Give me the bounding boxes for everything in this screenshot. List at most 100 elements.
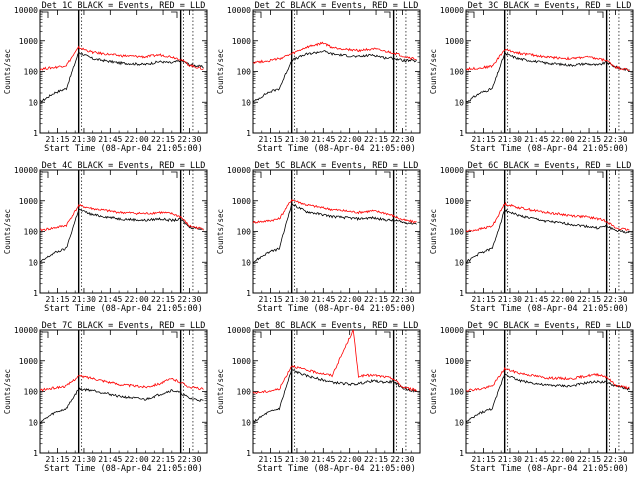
corner-marker [171, 331, 178, 338]
series-lld-line [465, 201, 630, 233]
y-tick-label: 10000 [227, 326, 251, 335]
x-tick-label: 22:00 [125, 455, 149, 464]
x-axis-label: Start Time (08-Apr-04 21:05:00) [257, 464, 416, 474]
x-tick-label: 22:00 [338, 295, 362, 304]
x-tick-label: 22:30 [603, 455, 627, 464]
corner-marker [597, 11, 604, 18]
x-axis-label: Start Time (08-Apr-04 21:05:00) [470, 144, 629, 154]
y-tick-label: 1000 [19, 197, 38, 206]
x-tick-label: 22:30 [177, 295, 201, 304]
y-axis-label: Counts/sec [216, 369, 225, 414]
corner-marker [468, 171, 475, 178]
series-events-line [252, 368, 417, 424]
y-tick-label: 1 [459, 449, 464, 458]
x-tick-label: 22:30 [603, 135, 627, 144]
x-tick-label: 22:15 [577, 455, 601, 464]
y-tick-label: 1000 [445, 357, 464, 366]
x-tick-label: 22:00 [125, 135, 149, 144]
x-tick-label: 21:15 [259, 455, 283, 464]
plot-frame [465, 329, 634, 454]
y-tick-label: 10000 [440, 6, 464, 15]
x-tick-label: 22:15 [577, 295, 601, 304]
panel-title: Det 4C BLACK = Events, RED = LLD [42, 161, 206, 171]
corner-marker [255, 171, 262, 178]
x-tick-label: 22:00 [338, 135, 362, 144]
x-tick-label: 21:30 [285, 295, 309, 304]
x-tick-label: 21:30 [498, 295, 522, 304]
x-tick-label: 22:30 [390, 135, 414, 144]
corner-marker [255, 331, 262, 338]
x-tick-label: 22:15 [151, 295, 175, 304]
x-tick-label: 21:45 [311, 135, 335, 144]
x-tick-label: 21:15 [46, 295, 70, 304]
y-tick-label: 1 [246, 289, 251, 298]
y-axis-label: Counts/sec [216, 49, 225, 94]
y-axis-label: Counts/sec [3, 209, 12, 254]
y-tick-label: 100 [237, 68, 252, 77]
panel-title: Det 6C BLACK = Events, RED = LLD [468, 161, 632, 171]
x-tick-label: 22:30 [177, 455, 201, 464]
panel-title: Det 3C BLACK = Events, RED = LLD [468, 1, 632, 11]
x-tick-label: 22:30 [390, 295, 414, 304]
x-tick-label: 21:30 [285, 455, 309, 464]
x-axis-label: Start Time (08-Apr-04 21:05:00) [470, 304, 629, 314]
y-tick-label: 1000 [232, 357, 251, 366]
y-tick-label: 10000 [14, 326, 38, 335]
y-tick-label: 10 [454, 98, 464, 107]
y-tick-label: 1000 [232, 197, 251, 206]
x-tick-label: 21:30 [72, 455, 96, 464]
corner-marker [597, 331, 604, 338]
y-tick-label: 1 [459, 289, 464, 298]
y-tick-label: 10 [241, 98, 251, 107]
series-events-line [252, 50, 417, 104]
x-tick-label: 21:15 [259, 295, 283, 304]
x-tick-label: 22:30 [177, 135, 201, 144]
x-tick-label: 22:00 [551, 135, 575, 144]
y-tick-label: 10 [28, 98, 38, 107]
series-lld-line [465, 366, 630, 392]
x-tick-label: 21:45 [524, 135, 548, 144]
corner-marker [42, 331, 49, 338]
x-tick-label: 22:15 [577, 135, 601, 144]
corner-marker [384, 171, 391, 178]
x-tick-label: 21:30 [285, 135, 309, 144]
y-tick-label: 10000 [14, 6, 38, 15]
series-lld-line [252, 328, 417, 395]
panel-title: Det 8C BLACK = Events, RED = LLD [255, 321, 419, 331]
series-lld-line [39, 374, 204, 392]
x-tick-label: 22:00 [551, 295, 575, 304]
panel-9: Det 9C BLACK = Events, RED = LLD 1 10 100 10… [429, 321, 634, 474]
corner-marker [468, 331, 475, 338]
series-events-line [252, 201, 417, 264]
x-tick-label: 22:30 [603, 295, 627, 304]
x-tick-label: 21:45 [311, 455, 335, 464]
y-tick-label: 100 [237, 228, 252, 237]
series-lld-line [39, 203, 204, 232]
plot-frame [465, 169, 634, 294]
plot-frame [252, 169, 421, 294]
x-tick-label: 21:45 [98, 455, 122, 464]
panel-8: Det 8C BLACK = Events, RED = LLD 1 10 100 10… [216, 321, 421, 474]
plot-frame [39, 9, 208, 134]
x-tick-label: 21:45 [98, 295, 122, 304]
x-tick-label: 21:30 [72, 295, 96, 304]
y-tick-label: 1 [33, 289, 38, 298]
x-axis-label: Start Time (08-Apr-04 21:05:00) [257, 144, 416, 154]
y-axis-label: Counts/sec [429, 209, 438, 254]
panel-title: Det 1C BLACK = Events, RED = LLD [42, 1, 206, 11]
series-events-line [39, 52, 204, 103]
x-tick-label: 22:15 [364, 455, 388, 464]
panel-1: Det 1C BLACK = Events, RED = LLD 1 10 100 10… [3, 1, 208, 154]
x-tick-label: 22:30 [390, 455, 414, 464]
x-tick-label: 22:00 [338, 455, 362, 464]
series-lld-line [252, 41, 417, 64]
y-axis-label: Counts/sec [216, 209, 225, 254]
panel-title: Det 7C BLACK = Events, RED = LLD [42, 321, 206, 331]
y-tick-label: 10000 [14, 166, 38, 175]
y-tick-label: 10000 [440, 166, 464, 175]
x-tick-label: 22:15 [151, 455, 175, 464]
y-tick-label: 1 [246, 449, 251, 458]
x-tick-label: 21:15 [472, 295, 496, 304]
y-tick-label: 100 [450, 228, 465, 237]
y-tick-label: 10 [241, 258, 251, 267]
